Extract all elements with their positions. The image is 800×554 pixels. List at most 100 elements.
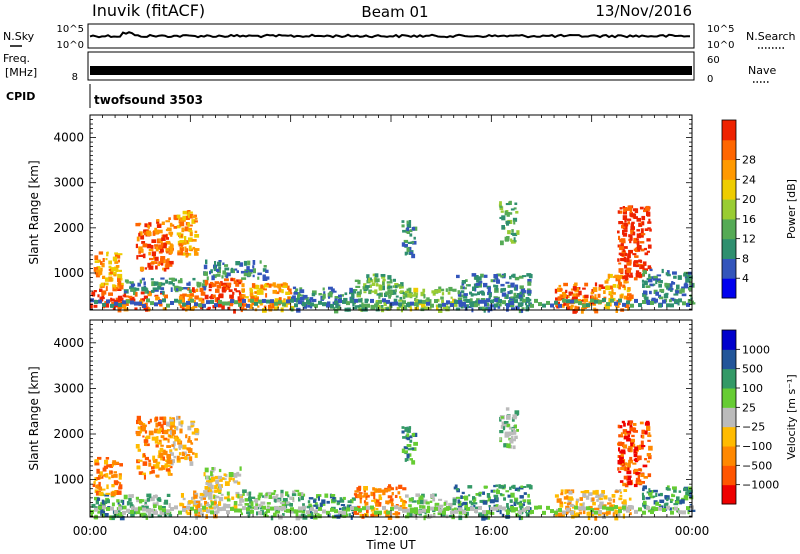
power-echo-cell <box>114 261 119 264</box>
power-band-cell <box>610 298 614 303</box>
power-echo-cell <box>214 261 217 266</box>
power-echo-cell <box>160 287 165 291</box>
velocity-echo-cell <box>409 512 413 517</box>
velocity-echo-cell <box>472 499 476 503</box>
power-echo-cell <box>206 276 209 281</box>
velocity-band-cell <box>470 506 474 511</box>
power-echo-cell <box>485 307 490 311</box>
power-echo-cell <box>133 290 136 296</box>
power-echo-cell <box>641 215 646 221</box>
power-band-cell <box>386 299 390 304</box>
power-echo-cell <box>262 268 267 272</box>
velocity-band-cell <box>422 508 426 513</box>
power-echo-cell <box>513 207 517 210</box>
velocity-echo-cell <box>405 494 409 498</box>
velocity-echo-cell <box>377 502 382 507</box>
power-echo-cell <box>404 292 408 296</box>
velocity-echo-cell <box>162 420 167 425</box>
velocity-band-cell <box>438 508 442 513</box>
power-echo-cell <box>622 222 625 225</box>
power-echo-cell <box>525 306 529 312</box>
velocity-echo-cell <box>246 511 251 514</box>
power-echo-cell <box>193 248 197 253</box>
power-echo-cell <box>470 293 474 297</box>
velocity-band-cell <box>650 510 654 515</box>
power-echo-cell <box>380 305 384 307</box>
power-echo-cell <box>683 272 688 277</box>
date-title: 13/Nov/2016 <box>595 2 692 20</box>
velocity-echo-cell <box>646 491 649 494</box>
velocity-echo-cell <box>642 487 645 492</box>
power-band-cell <box>358 298 362 303</box>
power-band-cell <box>194 302 198 307</box>
power-echo-cell <box>253 284 258 290</box>
power-echo-cell <box>222 284 226 287</box>
power-echo-cell <box>683 283 689 289</box>
power-echo-cell <box>393 278 396 282</box>
velocity-echo-cell <box>264 515 269 518</box>
velocity-echo-cell <box>142 435 145 438</box>
velocity-echo-cell <box>633 454 638 458</box>
noise-sky-line <box>89 31 691 39</box>
power-echo-cell <box>518 275 524 279</box>
velocity-echo-cell <box>354 490 359 493</box>
velocity-echo-cell <box>110 515 115 521</box>
velocity-echo-cell <box>153 504 157 508</box>
power-echo-cell <box>469 298 473 302</box>
velocity-echo-cell <box>432 514 436 517</box>
velocity-echo-cell <box>595 492 598 498</box>
velocity-echo-cell <box>319 502 323 508</box>
power-echo-cell <box>118 269 122 272</box>
power-echo-cell <box>292 286 297 290</box>
velocity-band-cell <box>454 509 458 514</box>
power-band-cell <box>346 301 350 306</box>
velocity-echo-cell <box>208 495 213 500</box>
velocity-echo-cell <box>411 500 417 503</box>
velocity-echo-cell <box>509 486 512 491</box>
velocity-echo-cell <box>518 515 521 518</box>
power-band-cell <box>502 300 506 305</box>
velocity-band-cell <box>662 507 666 512</box>
velocity-echo-region <box>166 415 200 466</box>
velocity-echo-cell <box>520 516 524 520</box>
velocity-echo-cell <box>126 501 130 506</box>
power-echo-cell <box>180 233 183 238</box>
velocity-echo-cell <box>640 473 645 477</box>
velocity-echo-cell <box>156 430 161 434</box>
velocity-echo-cell <box>401 430 405 434</box>
power-echo-cell <box>497 306 501 309</box>
power-echo-cell <box>354 279 360 282</box>
power-band-cell <box>202 303 206 308</box>
velocity-echo-cell <box>144 502 147 506</box>
velocity-echo-cell <box>182 497 186 501</box>
power-echo-cell <box>475 283 481 286</box>
power-echo-cell <box>165 240 171 244</box>
power-echo-cell <box>583 298 589 303</box>
velocity-echo-cell <box>198 496 203 499</box>
power-band-cell <box>130 300 134 305</box>
velocity-echo-cell <box>167 465 171 468</box>
velocity-echo-cell <box>591 497 595 502</box>
velocity-echo-cell <box>253 499 259 502</box>
power-echo-cell <box>135 243 138 249</box>
velocity-echo-cell <box>561 513 565 517</box>
power-echo-cell <box>554 288 558 294</box>
velocity-band-cell <box>282 506 286 511</box>
velocity-echo-cell <box>644 430 648 435</box>
velocity-echo-cell <box>415 511 420 515</box>
power-echo-cell <box>608 285 614 290</box>
velocity-echo-cell <box>144 499 149 503</box>
power-band-cell <box>634 298 638 303</box>
power-echo-cell <box>173 214 179 220</box>
velocity-echo-cell <box>215 483 219 487</box>
power-echo-cell <box>110 298 115 302</box>
power-echo-cell <box>500 210 504 213</box>
velocity-echo-cell <box>193 494 198 499</box>
velocity-echo-cell <box>166 457 172 462</box>
power-echo-cell <box>513 296 516 301</box>
velocity-band-cell <box>562 510 566 515</box>
velocity-echo-cell <box>363 492 368 496</box>
velocity-echo-cell <box>156 501 159 506</box>
power-echo-cell <box>252 265 255 269</box>
